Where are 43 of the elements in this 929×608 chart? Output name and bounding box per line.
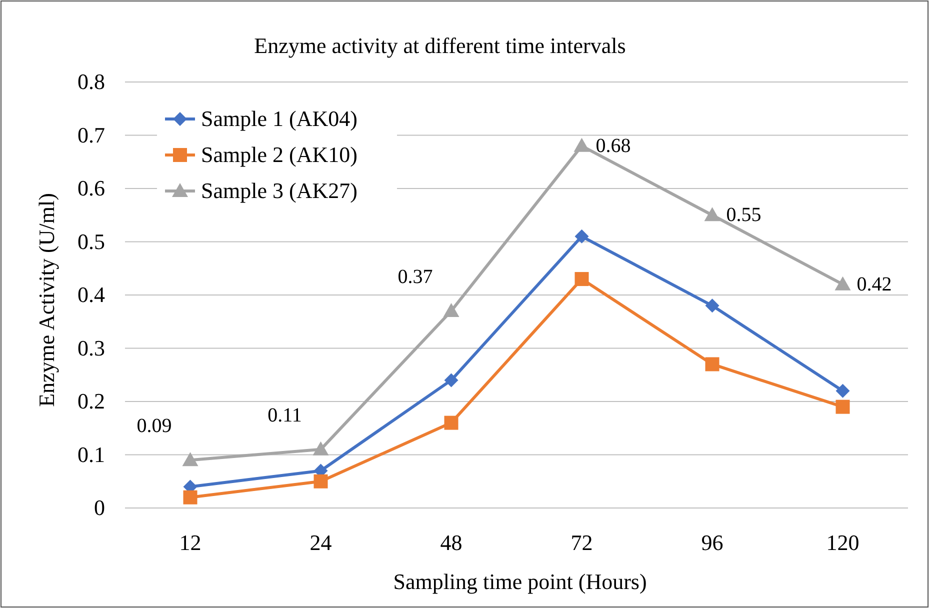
point [705, 298, 720, 313]
data-label: 0.11 [268, 404, 302, 426]
point [704, 207, 720, 222]
x-tick-label: 120 [826, 530, 860, 555]
point [312, 441, 329, 456]
x-axis-title: Sampling time point (Hours) [393, 569, 647, 594]
y-tick-label: 0.6 [78, 176, 105, 200]
chart-title: Enzyme activity at different time intervals [254, 33, 626, 58]
x-tick-label: 24 [310, 530, 332, 555]
y-tick-label: 0.5 [78, 228, 105, 254]
y-axis-title: Enzyme Activity (U/ml) [34, 193, 59, 407]
legend-label: Sample 2 (AK10) [201, 142, 358, 167]
x-tick-label: 96 [701, 530, 724, 555]
data-label: 0.55 [726, 204, 762, 226]
y-tick-label: 0.3 [78, 335, 105, 360]
point [314, 474, 328, 488]
point [443, 302, 460, 317]
data-label: 0.42 [856, 273, 892, 296]
point [574, 272, 589, 286]
x-tick-label: 12 [179, 530, 202, 555]
point [444, 373, 458, 388]
point [836, 400, 850, 414]
y-tick-label: 0.4 [78, 282, 105, 307]
point [182, 452, 198, 466]
point [705, 357, 720, 372]
y-tick-label: 0.7 [78, 122, 105, 148]
data-label: 0.68 [596, 134, 631, 157]
y-tick-label: 0.8 [78, 69, 105, 94]
legend-label: Sample 3 (AK27) [201, 178, 358, 203]
point [444, 416, 458, 430]
data-label: 0.09 [136, 415, 172, 438]
y-tick-label: 0.1 [78, 442, 105, 467]
data-label: 0.37 [398, 266, 433, 288]
x-tick-label: 72 [570, 530, 593, 555]
point [836, 384, 850, 398]
y-tick-label: 0 [94, 495, 105, 520]
point [574, 229, 589, 244]
y-tick-label: 0.2 [78, 388, 105, 414]
x-tick-label: 48 [440, 530, 462, 555]
point [183, 490, 198, 504]
legend-label: Sample 1 (AK04) [201, 106, 358, 131]
point [574, 138, 590, 152]
point [834, 276, 851, 290]
